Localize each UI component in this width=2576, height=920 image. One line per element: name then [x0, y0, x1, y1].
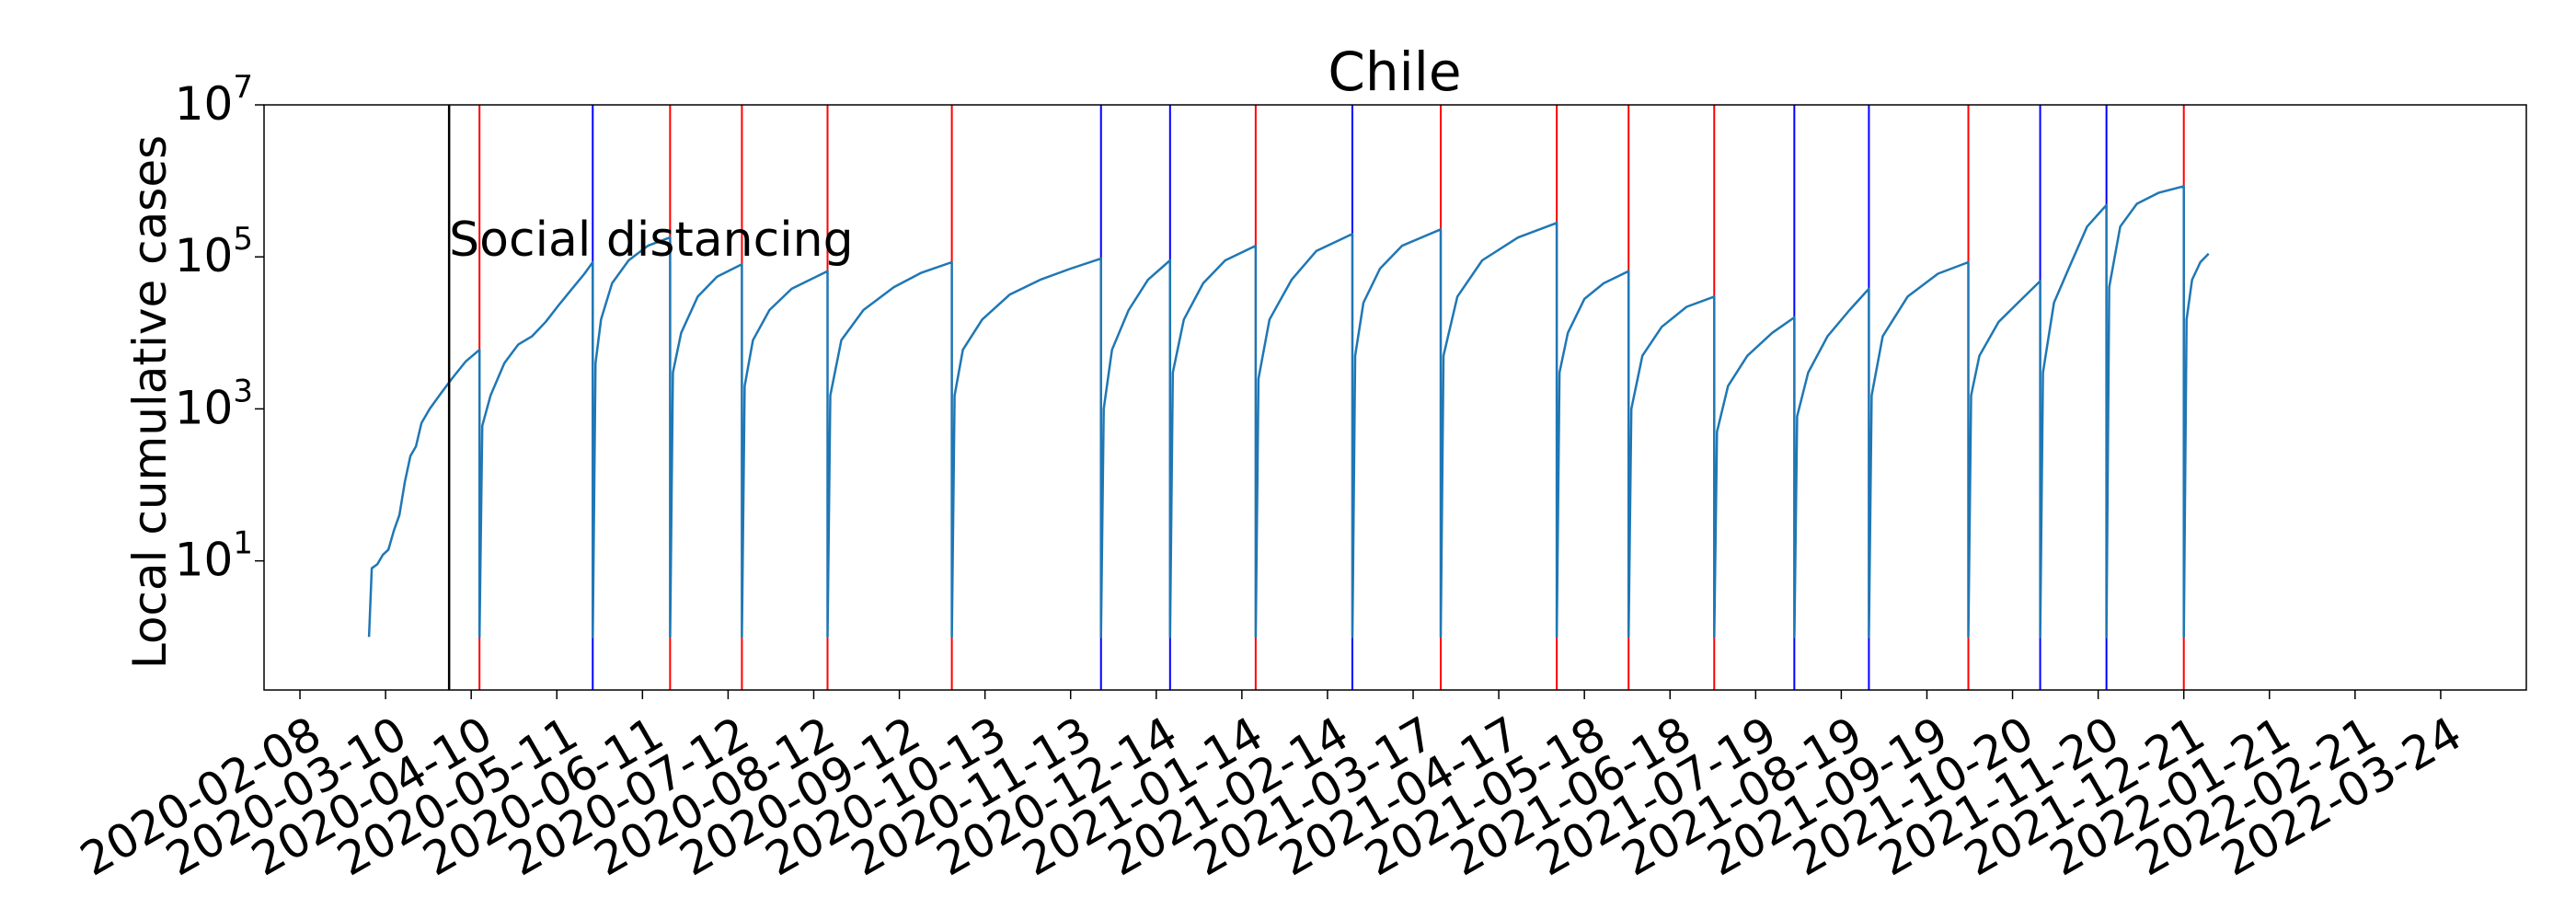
series-group	[367, 185, 2210, 638]
y-tick-label: 107	[175, 69, 253, 131]
y-tick-label: 103	[175, 373, 253, 434]
y-tick-label: 105	[175, 221, 253, 282]
plot-frame	[263, 104, 2527, 691]
y-tick-label: 101	[175, 525, 253, 587]
x-ticks: 2020-02-082020-03-102020-04-102020-05-11…	[72, 690, 2470, 887]
chart-title: Chile	[1328, 40, 1461, 103]
annotation-text: Social distancing	[449, 213, 853, 268]
series-line	[367, 185, 2210, 638]
y-ticks: 101 103 105 107	[175, 69, 264, 587]
annotation-group: Social distancing	[447, 105, 854, 690]
vertical-lines	[478, 105, 2185, 690]
y-axis-label: Local cumulative cases	[123, 135, 177, 669]
